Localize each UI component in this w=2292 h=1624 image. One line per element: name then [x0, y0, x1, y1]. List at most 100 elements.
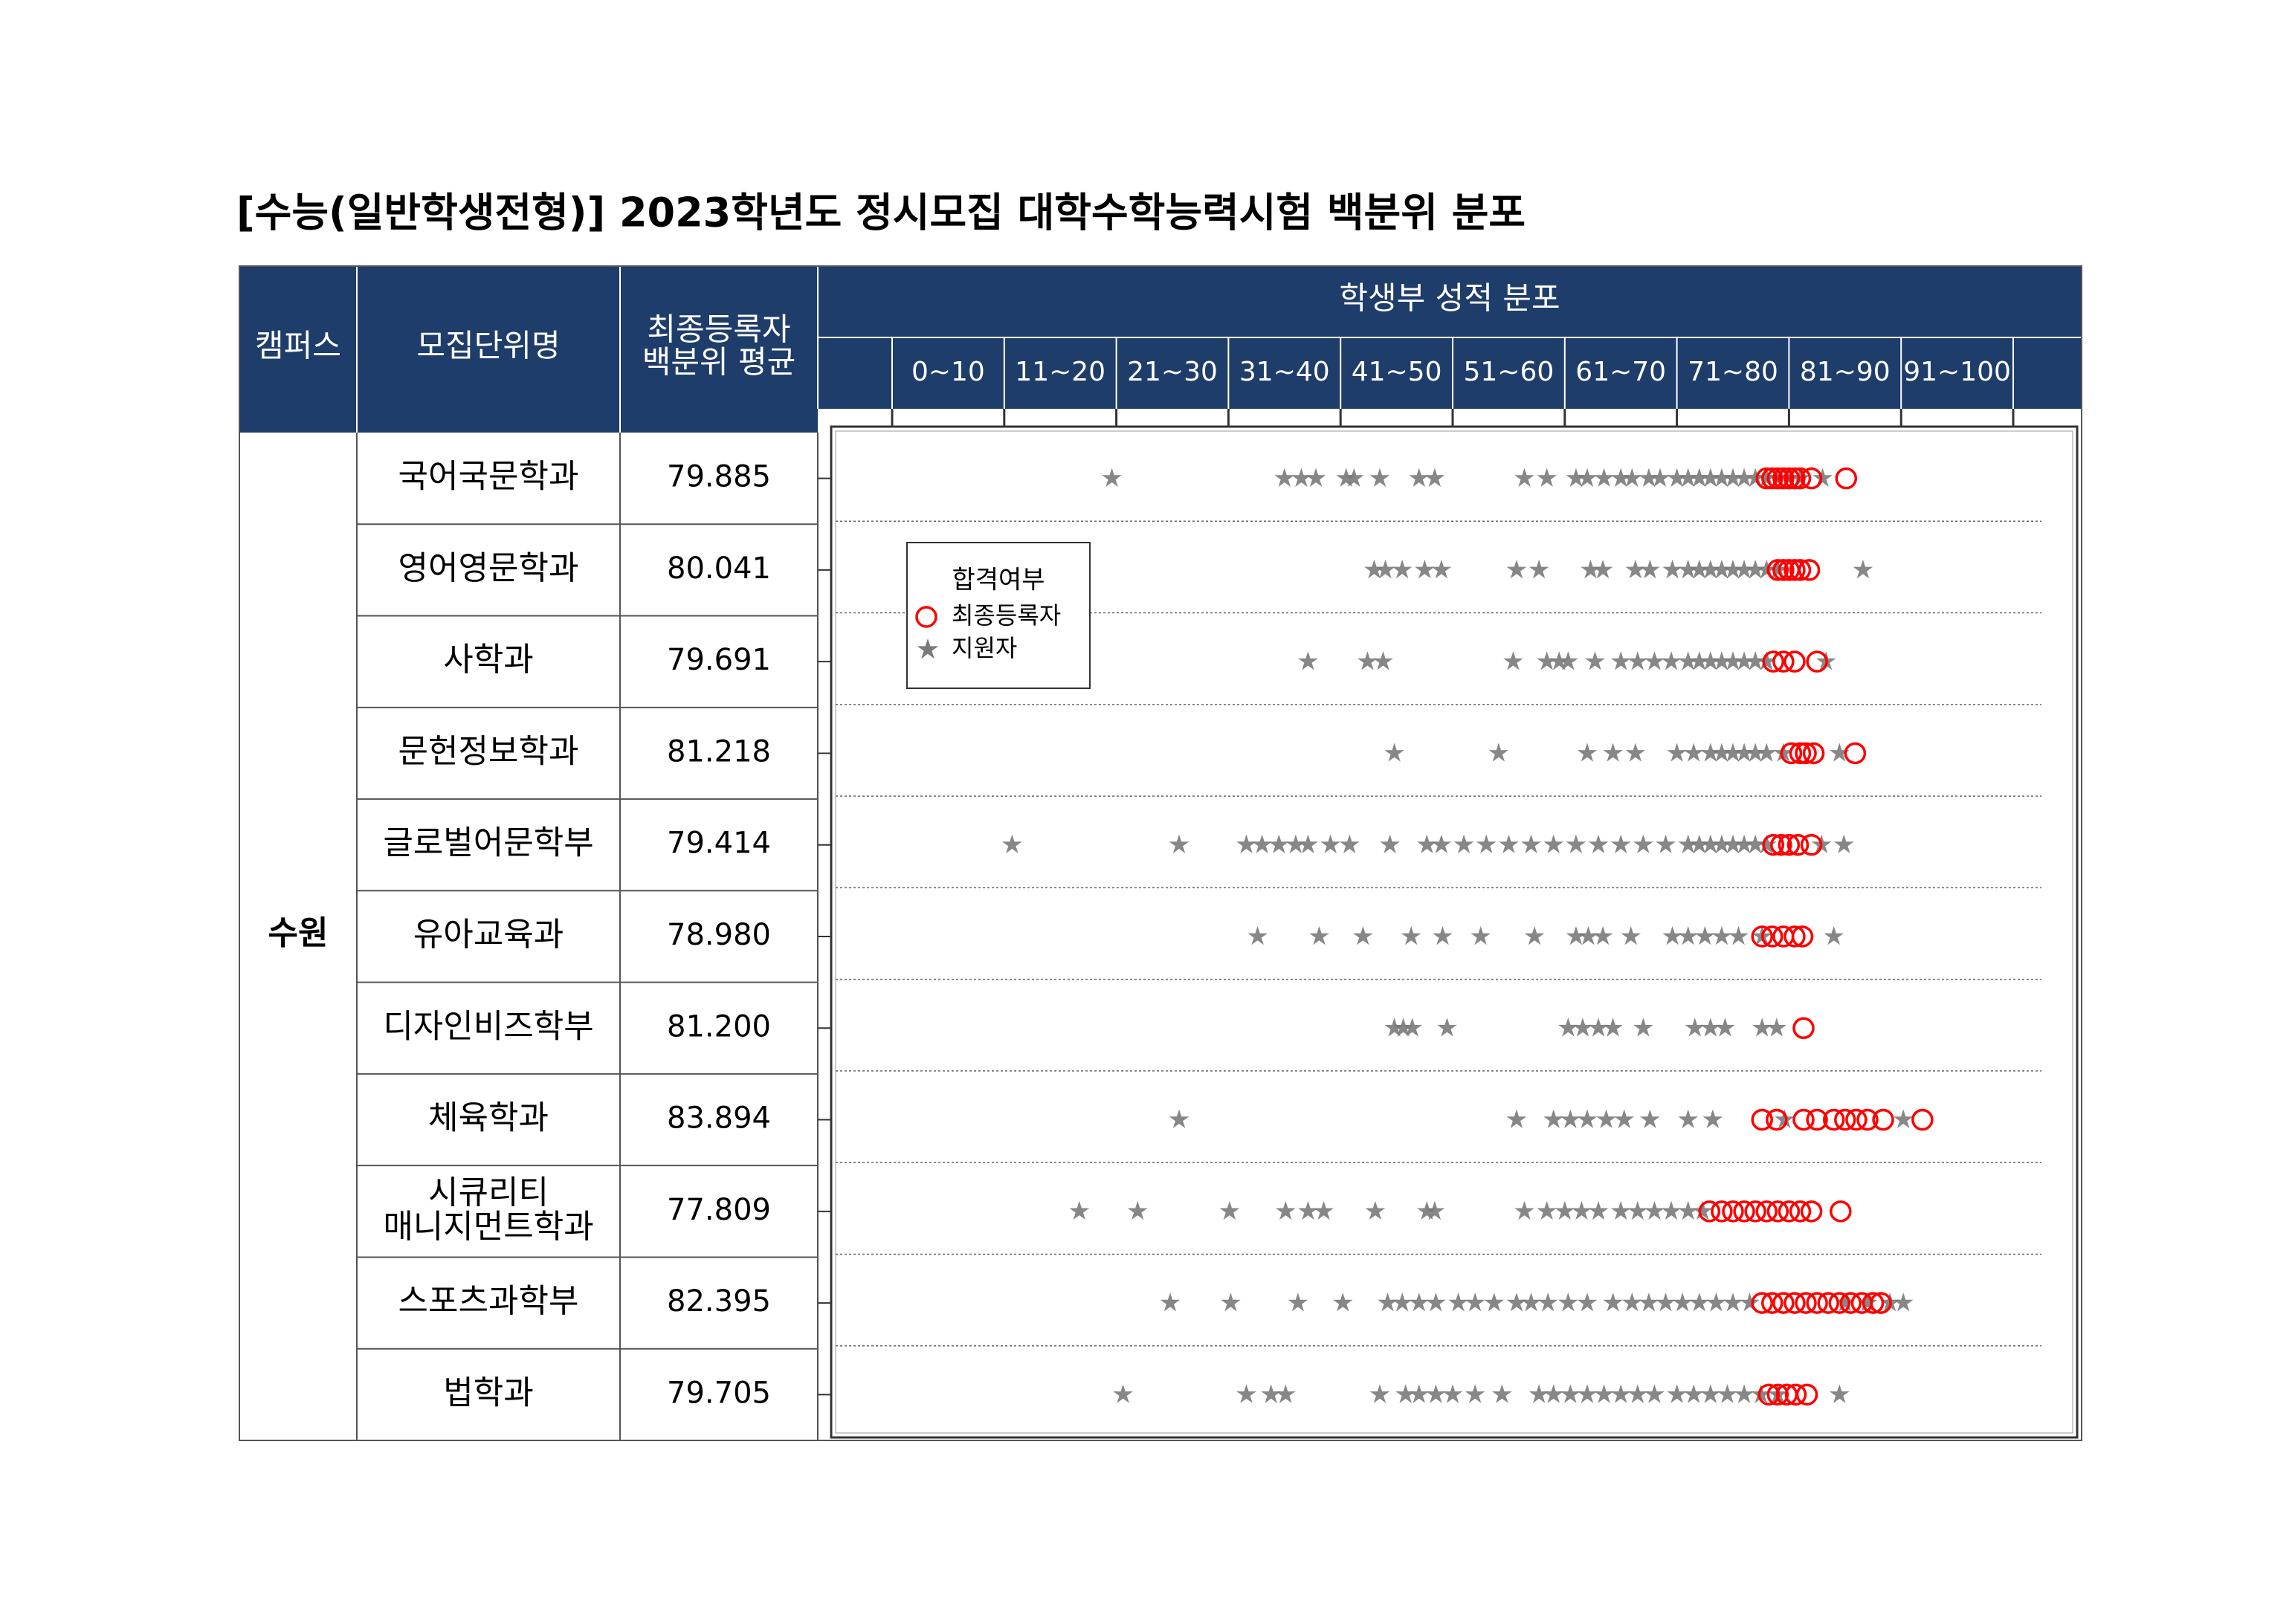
- applicant-point: [1488, 743, 1509, 762]
- registrant-point: [1835, 467, 1858, 490]
- unit-name: 체육학과: [428, 1099, 549, 1137]
- applicant-point: [1555, 1200, 1575, 1220]
- applicant-point: [1689, 1293, 1710, 1312]
- applicant-point: [1577, 1293, 1598, 1312]
- applicant-point: [1285, 834, 1306, 854]
- registrant-point: [1761, 1292, 1783, 1314]
- registrant-point: [1762, 650, 1785, 673]
- applicant-point: [1603, 1018, 1623, 1037]
- applicant-point: [1700, 834, 1721, 854]
- registrant-point: [1772, 467, 1795, 490]
- applicant-point: [1592, 926, 1613, 945]
- applicant-point: [1252, 834, 1272, 854]
- applicant-point: [1689, 559, 1710, 579]
- registrant-point: [1870, 1292, 1892, 1314]
- applicant-point: [1853, 559, 1873, 579]
- average: 79.885: [667, 460, 771, 494]
- applicant-point: [1592, 559, 1613, 579]
- average: 79.705: [667, 1376, 771, 1410]
- applicant-point: [1378, 1293, 1398, 1312]
- applicant-point: [1537, 1200, 1557, 1220]
- applicant-point: [1622, 468, 1642, 487]
- average: 81.218: [667, 734, 771, 769]
- applicant-point: [1395, 1384, 1415, 1403]
- applicant-point: [1700, 743, 1721, 762]
- unit-name: 디자인비즈학부: [383, 1007, 593, 1045]
- legend-registrant: 최종등록자: [952, 601, 1061, 630]
- registrant-point: [1766, 1108, 1788, 1131]
- registrant-point: [1806, 1292, 1828, 1314]
- header-left: [239, 266, 818, 433]
- applicant-point: [1622, 1293, 1642, 1312]
- table-frame: [239, 265, 2082, 1441]
- applicant-point: [1685, 1018, 1705, 1037]
- applicant-point: [1756, 468, 1777, 487]
- applicant-point: [1484, 1293, 1505, 1312]
- applicant-point: [1893, 1293, 1914, 1312]
- registrant-point: [1766, 1200, 1789, 1223]
- registrant-point: [1772, 1292, 1795, 1314]
- applicant-point: [1409, 468, 1430, 487]
- applicant-point: [1723, 651, 1743, 670]
- applicant-point: [1661, 651, 1682, 670]
- applicant-point: [1437, 1018, 1457, 1037]
- applicant-point: [1689, 651, 1710, 670]
- applicant-point: [1596, 1109, 1616, 1128]
- registrant-point: [1817, 1292, 1839, 1314]
- applicant-point: [1695, 926, 1715, 945]
- applicant-point: [1689, 468, 1710, 487]
- applicant-point: [1893, 1109, 1914, 1128]
- applicant-point: [1358, 651, 1378, 670]
- applicant-point: [1678, 1109, 1698, 1128]
- applicant-point: [1578, 926, 1598, 945]
- applicant-point: [1711, 468, 1732, 487]
- registrant-point: [1839, 1292, 1862, 1314]
- applicant-point: [1160, 1293, 1181, 1312]
- registrant-point: [1783, 650, 1806, 673]
- registrant-point: [1744, 1200, 1766, 1223]
- applicant-point: [1309, 926, 1329, 945]
- applicant-point: [1734, 1384, 1754, 1403]
- applicant-point: [1835, 1293, 1856, 1312]
- applicant-point: [1417, 834, 1437, 854]
- unit-name: 시큐리티: [428, 1174, 549, 1211]
- applicant-point: [1409, 1384, 1430, 1403]
- bin-label: 31~40: [1239, 357, 1330, 387]
- bin-label: 0~10: [911, 357, 985, 387]
- registrant-point: [1772, 650, 1795, 673]
- registrant-point: [1755, 467, 1778, 490]
- applicant-point: [1588, 1018, 1609, 1037]
- applicant-point: [1683, 743, 1704, 762]
- applicant-point: [1169, 834, 1189, 854]
- applicant-point: [1560, 1109, 1581, 1128]
- applicant-point: [1700, 559, 1721, 579]
- applicant-point: [1577, 743, 1598, 762]
- applicant-point: [1113, 1384, 1133, 1403]
- registrant-point: [1757, 1383, 1781, 1406]
- applicant-point: [1380, 834, 1400, 854]
- applicant-point: [1627, 1200, 1648, 1220]
- registrant-point: [1806, 1108, 1828, 1131]
- applicant-point: [1465, 1384, 1485, 1403]
- registrant-point: [1872, 1108, 1894, 1131]
- applicant-point: [1566, 834, 1586, 854]
- unit-name: 사학과: [443, 641, 533, 679]
- registrant-point: [1751, 925, 1773, 948]
- bin-label: 91~100: [1903, 357, 2011, 387]
- applicant-point: [1656, 834, 1676, 854]
- applicant-point: [1610, 1200, 1631, 1220]
- registrant-point: [1762, 833, 1785, 856]
- applicant-point: [1614, 1109, 1634, 1128]
- registrant-point: [1698, 1200, 1721, 1223]
- applicant-point: [1375, 559, 1395, 579]
- applicant-point: [1768, 559, 1788, 579]
- applicant-point: [1127, 1200, 1148, 1220]
- applicant-point: [1365, 1200, 1386, 1220]
- applicant-point: [1558, 1293, 1578, 1312]
- applicant-point: [1756, 834, 1777, 854]
- applicant-point: [1752, 1018, 1772, 1037]
- applicant-point: [1320, 834, 1340, 854]
- applicant-point: [1369, 1384, 1390, 1403]
- registrant-point: [1798, 559, 1821, 581]
